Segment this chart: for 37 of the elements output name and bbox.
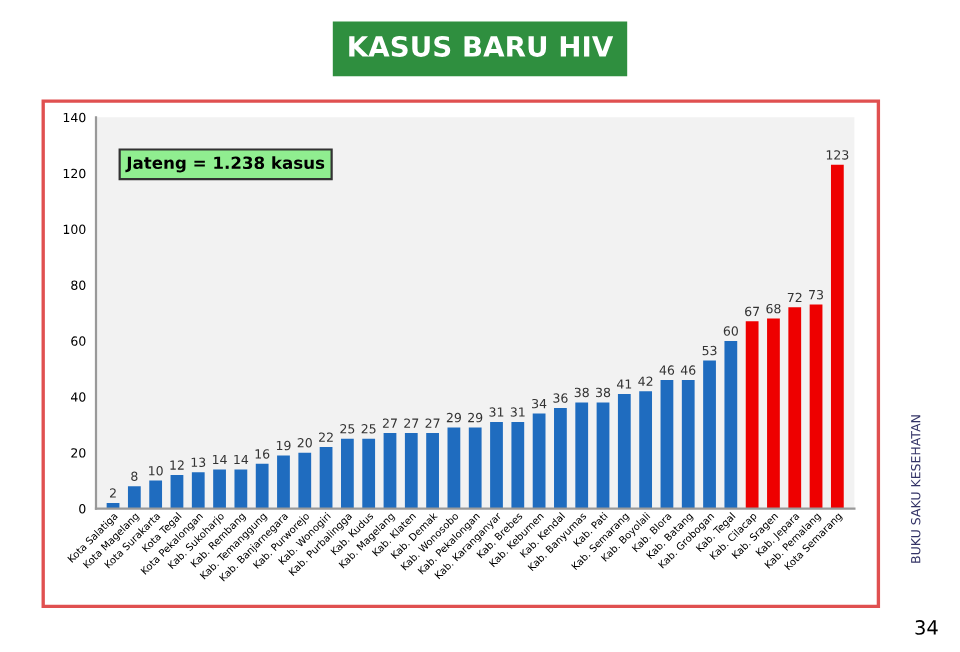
bar: [554, 407, 567, 509]
bar: [745, 321, 759, 509]
bar: [617, 393, 631, 509]
bar: [575, 402, 589, 509]
bar: [788, 307, 802, 509]
bar: [319, 447, 333, 509]
bar: [127, 486, 141, 509]
bar: [596, 402, 610, 509]
bar: [490, 421, 503, 509]
bar: [362, 438, 376, 509]
bar: [340, 438, 354, 509]
bar: [255, 463, 269, 509]
bar: [191, 472, 205, 509]
bar: [532, 413, 546, 509]
annotation: Jateng = 1.238 kasus: [125, 156, 325, 173]
bar: [809, 304, 823, 509]
bar: [447, 427, 461, 509]
bar: [234, 469, 248, 509]
bar: [404, 433, 418, 509]
bar: [511, 421, 525, 509]
bar: [149, 480, 163, 509]
bar: [639, 391, 653, 509]
bar: [660, 380, 674, 509]
bar: [426, 433, 439, 509]
chart-title: KASUS BARU HIV: [349, 35, 614, 57]
bar: [681, 380, 695, 509]
bar: [170, 475, 184, 509]
bar: [724, 340, 738, 509]
bar: [767, 318, 780, 509]
bar: [830, 164, 844, 509]
bar: [703, 360, 716, 509]
bar: [277, 455, 290, 509]
bar: [468, 427, 482, 509]
bar: [213, 469, 226, 509]
bar: [298, 452, 312, 509]
bar: [383, 433, 397, 509]
text: 34: [915, 620, 938, 635]
